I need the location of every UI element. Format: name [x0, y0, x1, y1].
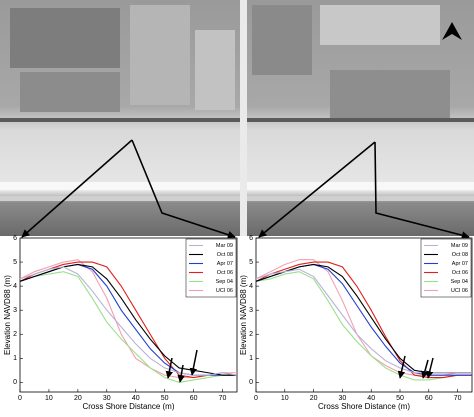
legend-box — [185, 238, 237, 298]
y-tick-label: 4 — [13, 283, 17, 290]
y-tick-label: 6 — [13, 235, 17, 242]
y-tick-label: 6 — [249, 235, 253, 242]
legend-box — [420, 238, 472, 298]
x-tick-label: 0 — [18, 395, 22, 402]
legend-label: UCI 06 — [451, 288, 468, 294]
x-tick-label: 10 — [281, 395, 289, 402]
series-line — [19, 271, 237, 383]
x-tick-label: 70 — [454, 395, 462, 402]
y-tick-label: 0 — [13, 379, 17, 386]
y-tick-label: 2 — [249, 331, 253, 338]
x-axis-title: Cross Shore Distance (m) — [318, 402, 410, 411]
legend: Mar 09 Oct 08 Apr 07 Oct 06 Sep 04 UCI 06 — [185, 238, 237, 298]
y-tick-label: 3 — [249, 307, 253, 314]
x-tick-label: 60 — [425, 395, 433, 402]
x-tick-label: 10 — [45, 395, 53, 402]
series-line — [19, 261, 238, 379]
x-tick-label: 40 — [132, 395, 140, 402]
y-tick-label: 0 — [249, 379, 253, 386]
y-tick-label: 3 — [13, 307, 17, 314]
x-tick-label: 50 — [396, 395, 404, 402]
x-tick-label: 20 — [310, 395, 318, 402]
series-line — [255, 261, 472, 379]
annotation-arrows — [165, 349, 434, 383]
x-tick-label: 0 — [254, 395, 258, 402]
legend-label: Mar 09 — [216, 243, 233, 249]
legend: Mar 09 Oct 08 Apr 07 Oct 06 Sep 04 UCI 06 — [420, 238, 472, 298]
aerial-photo — [0, 0, 474, 236]
x-axis-title: Cross Shore Distance (m) — [82, 402, 174, 411]
x-tick-label: 30 — [103, 395, 111, 402]
legend-label: Apr 07 — [452, 261, 468, 267]
y-tick-label: 1 — [249, 355, 253, 362]
legend-label: Oct 06 — [217, 270, 233, 276]
x-tick-label: 20 — [74, 395, 82, 402]
x-tick-label: 40 — [367, 395, 375, 402]
legend-label: Oct 06 — [452, 270, 468, 276]
series-line — [255, 271, 472, 381]
legend-label: Oct 08 — [217, 252, 233, 258]
series-line — [255, 268, 472, 374]
x-tick-label: 60 — [190, 395, 198, 402]
legend-label: Oct 08 — [452, 252, 468, 258]
y-tick-label: 1 — [13, 355, 17, 362]
series-line — [19, 266, 238, 376]
legend-label: Apr 07 — [217, 261, 233, 267]
series-line — [19, 263, 237, 376]
y-tick-label: 5 — [249, 259, 253, 266]
x-tick-label: 70 — [219, 395, 227, 402]
x-tick-label: 30 — [339, 395, 347, 402]
callout-lines — [21, 139, 470, 240]
y-tick-label: 5 — [13, 259, 17, 266]
y-tick-label: 2 — [13, 331, 17, 338]
y-tick-label: 4 — [249, 283, 253, 290]
legend-label: UCI 06 — [216, 288, 233, 294]
legend-label: Sep 04 — [216, 279, 233, 285]
legend-label: Sep 04 — [451, 279, 468, 285]
legend-label: Mar 09 — [451, 243, 468, 249]
y-axis-title: Elevation NAVD88 (m) — [239, 275, 248, 355]
y-axis-title: Elevation NAVD88 (m) — [3, 275, 12, 355]
x-tick-label: 50 — [161, 395, 169, 402]
